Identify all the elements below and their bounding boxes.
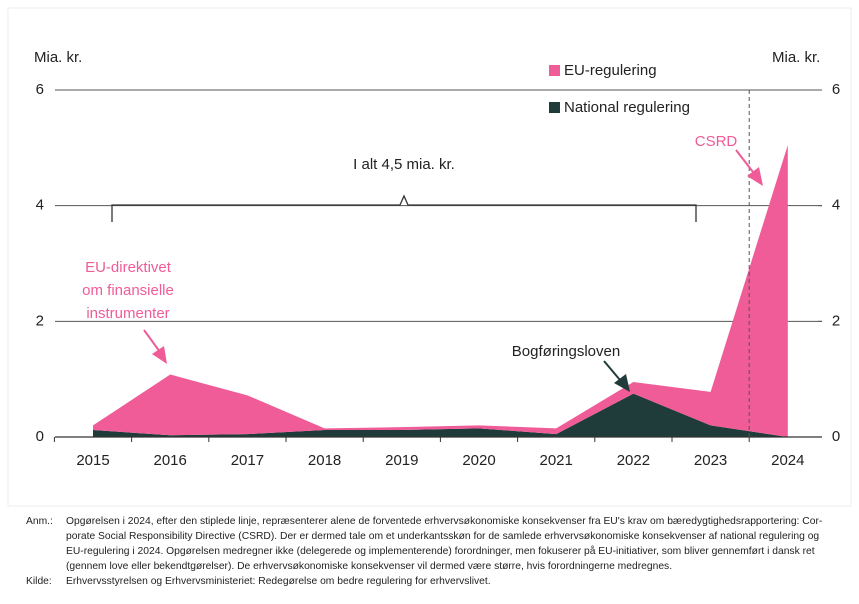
notes: Anm.: Opgørelsen i 2024, efter den stipl… — [26, 514, 846, 589]
x-tick-label: 2016 — [154, 452, 187, 469]
legend-swatch — [549, 65, 560, 76]
brace — [111, 194, 697, 222]
y-tick-label: 0 — [36, 428, 44, 445]
annotation: om finansielle — [82, 282, 174, 299]
x-tick-label: 2024 — [771, 452, 804, 469]
note-line: (gennem love eller bekendtgørelser). De … — [66, 561, 673, 572]
note-row: Anm.: Opgørelsen i 2024, efter den stipl… — [26, 514, 846, 574]
y2-axis-label: Mia. kr. — [772, 49, 820, 66]
annotation: I alt 4,5 mia. kr. — [353, 156, 455, 173]
legend-swatch — [549, 102, 560, 113]
legend-label: National regulering — [564, 99, 690, 116]
y-axis-label: Mia. kr. — [34, 49, 82, 66]
arrow-head — [614, 374, 630, 392]
annotation: Bogføringsloven — [512, 343, 620, 360]
x-tick-label: 2023 — [694, 452, 727, 469]
y2-tick-label: 4 — [832, 197, 840, 214]
legend-label: EU-regulering — [564, 62, 657, 79]
annotation-brace — [111, 194, 697, 222]
source: Erhvervsstyrelsen og Erhvervsministeriet… — [66, 576, 491, 587]
y-tick-label: 4 — [36, 197, 44, 214]
source-label: Kilde: — [26, 576, 52, 587]
x-tick-label: 2018 — [308, 452, 341, 469]
annotation: CSRD — [695, 133, 738, 150]
y-tick-label: 6 — [36, 81, 44, 98]
chart: Mia. kr. Mia. kr. 0 2 4 6 0 2 4 6 2015 2016 2017 20… — [7, 7, 852, 507]
x-tick-label: 2017 — [231, 452, 264, 469]
annotation: instrumenter — [86, 305, 169, 322]
y2-tick-label: 0 — [832, 428, 840, 445]
y2-tick-label: 6 — [832, 81, 840, 98]
x-tick-label: 2022 — [617, 452, 650, 469]
arrow-head — [152, 346, 167, 364]
arrow — [735, 149, 754, 173]
note-line: porate Social Responsibility Directive (… — [66, 531, 820, 542]
annotation: EU-direktivet — [85, 259, 172, 276]
note-line: Opgørelsen i 2024, efter den stiplede li… — [66, 516, 823, 527]
area — [93, 144, 788, 438]
source-row: Kilde: Erhvervsstyrelsen og Erhvervsminis… — [26, 574, 846, 589]
area — [93, 393, 788, 437]
arrow — [603, 360, 621, 381]
x-tick-label: 2020 — [462, 452, 495, 469]
note-label: Anm.: — [26, 516, 53, 527]
arrow — [143, 329, 161, 353]
x-tick-label: 2019 — [385, 452, 418, 469]
y-tick-label: 2 — [36, 312, 44, 329]
arrows — [143, 149, 763, 392]
note-line: EU-regulering i 2024. Opgørelsen medregn… — [66, 546, 815, 557]
plot: 0 2 4 6 0 2 4 6 2015 2016 2017 2018 2019 2020 2021 2022… — [36, 62, 841, 469]
y2-tick-label: 2 — [832, 312, 840, 329]
x-tick-label: 2015 — [76, 452, 109, 469]
note-body: Opgørelsen i 2024, efter den stiplede li… — [66, 514, 822, 574]
x-tick-label: 2021 — [540, 452, 573, 469]
arrow-head — [747, 167, 763, 186]
